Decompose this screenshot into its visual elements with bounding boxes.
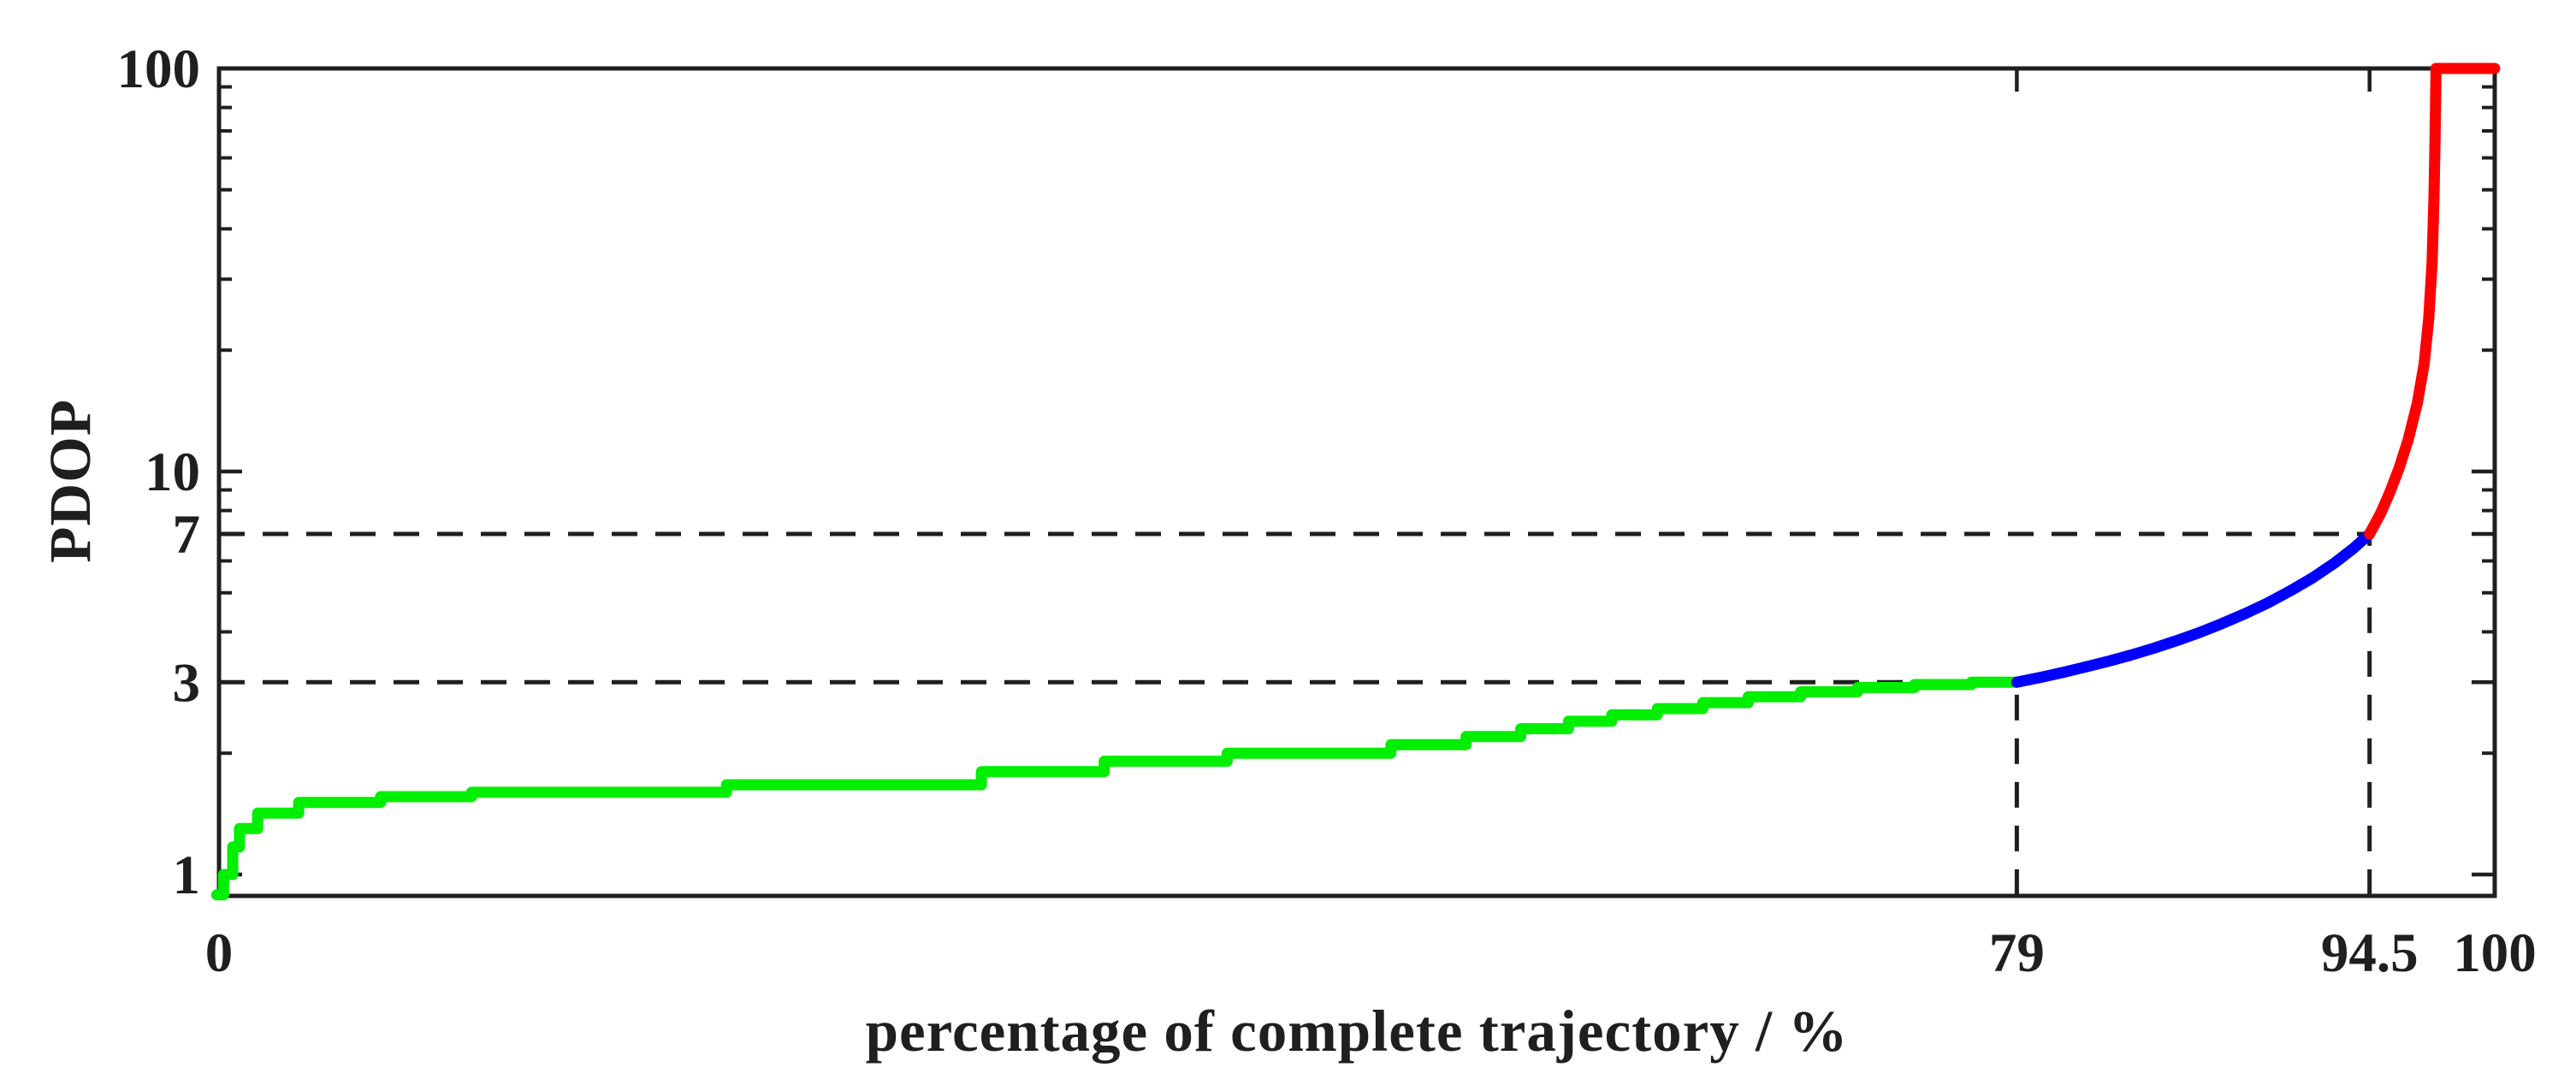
y-axis-title: PDOP <box>37 399 103 563</box>
x-tick-label: 100 <box>2453 922 2537 984</box>
y-tick-label: 3 <box>173 652 201 714</box>
y-tick-label: 100 <box>117 39 201 100</box>
x-tick-label: 0 <box>205 922 234 984</box>
series-pdop-below-3 <box>210 676 2022 901</box>
x-tick-label: 94.5 <box>2321 922 2419 984</box>
y-tick-label: 7 <box>173 504 201 566</box>
plot-box <box>216 66 2497 898</box>
y-tick-label: 1 <box>173 845 201 906</box>
series-pdop-above-7 <box>2364 62 2501 540</box>
x-axis-title: percentage of complete trajectory / % <box>865 999 1849 1064</box>
y-tick-label: 10 <box>145 442 200 503</box>
series-pdop-3-to-7 <box>2010 528 2376 688</box>
x-tick-label: 79 <box>1989 922 2045 984</box>
